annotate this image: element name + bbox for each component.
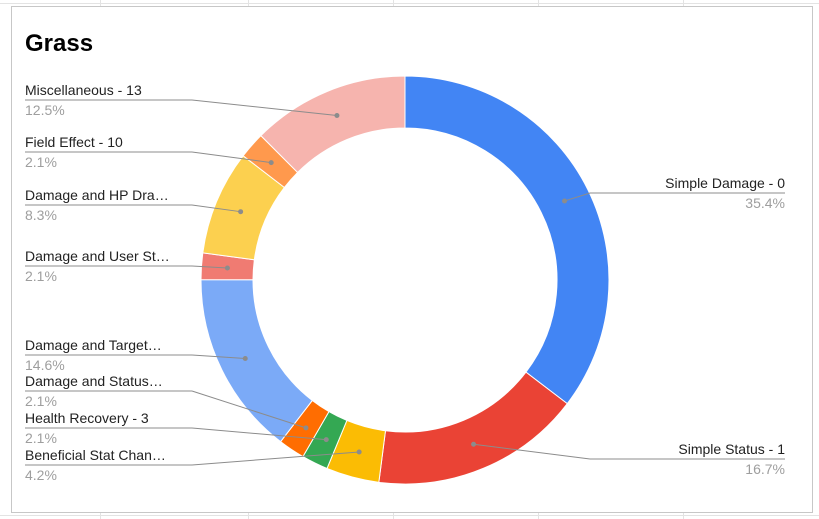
slice-label: Field Effect - 10	[25, 134, 123, 150]
slice-label: Health Recovery - 3	[25, 410, 149, 426]
slice-label: Damage and User St…	[25, 248, 170, 264]
donut-slice[interactable]	[404, 75, 610, 405]
slice-percent: 12.5%	[25, 102, 65, 118]
slice-label: Damage and Target…	[25, 337, 162, 353]
slice-callout: Simple Damage - 0 35.4%	[562, 175, 785, 211]
grid-line	[0, 3, 819, 4]
slice-percent: 35.4%	[745, 195, 785, 211]
slice-percent: 2.1%	[25, 268, 57, 284]
slice-callout: Damage and HP Dra… 8.3%	[25, 187, 244, 223]
slice-percent: 16.7%	[745, 461, 785, 477]
slice-label: Damage and Status…	[25, 373, 163, 389]
slice-percent: 4.2%	[25, 467, 57, 483]
slice-percent: 2.1%	[25, 430, 57, 446]
slice-callout: Health Recovery - 3 2.1%	[25, 410, 329, 446]
donut-slice[interactable]	[200, 279, 313, 443]
donut-slice[interactable]	[378, 371, 568, 485]
slice-percent: 2.1%	[25, 154, 57, 170]
slice-label: Beneficial Stat Chan…	[25, 447, 166, 463]
slice-callout: Damage and User St… 2.1%	[25, 248, 230, 284]
slice-callout: Field Effect - 10 2.1%	[25, 134, 274, 170]
slice-percent: 14.6%	[25, 357, 65, 373]
slice-callout: Damage and Status… 2.1%	[25, 373, 309, 431]
grid-line	[0, 515, 819, 516]
slice-label: Damage and HP Dra…	[25, 187, 169, 203]
slice-label: Simple Damage - 0	[665, 175, 785, 191]
slice-callout: Simple Status - 1 16.7%	[471, 441, 785, 477]
slice-callout: Miscellaneous - 13 12.5%	[25, 82, 340, 119]
slice-label: Miscellaneous - 13	[25, 82, 142, 98]
slice-callout: Damage and Target… 14.6%	[25, 337, 248, 373]
chart-title: Grass	[25, 30, 94, 57]
slice-percent: 2.1%	[25, 393, 57, 409]
slice-percent: 8.3%	[25, 207, 57, 223]
donut-slice[interactable]	[260, 75, 406, 174]
slice-callout: Beneficial Stat Chan… 4.2%	[25, 447, 362, 483]
slice-label: Simple Status - 1	[678, 441, 785, 457]
